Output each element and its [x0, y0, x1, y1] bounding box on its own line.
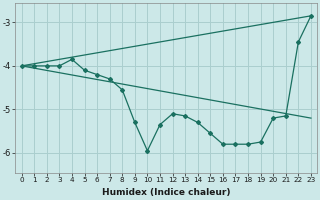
X-axis label: Humidex (Indice chaleur): Humidex (Indice chaleur)	[102, 188, 230, 197]
